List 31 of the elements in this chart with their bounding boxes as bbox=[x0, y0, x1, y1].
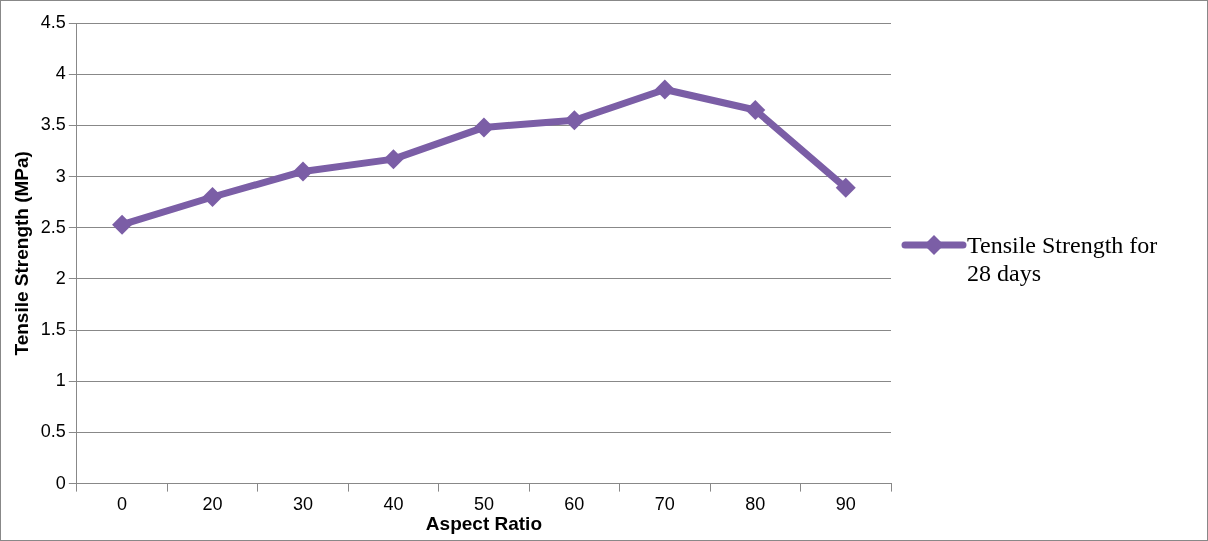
point bbox=[292, 161, 313, 182]
y-tick-label: 0.5 bbox=[40, 421, 66, 442]
point bbox=[835, 177, 856, 198]
x-axis-title: Aspect Ratio bbox=[425, 512, 542, 534]
x-tick-label: 80 bbox=[745, 494, 766, 515]
x-tick-label: 40 bbox=[383, 494, 404, 515]
point bbox=[745, 100, 766, 120]
x-tick-label: 20 bbox=[202, 494, 223, 515]
x-tick-label: 50 bbox=[473, 494, 494, 515]
y-tick-label: 1.5 bbox=[40, 319, 66, 340]
point bbox=[473, 117, 494, 138]
y-tick-label: 4 bbox=[55, 63, 66, 84]
point bbox=[383, 149, 404, 170]
y-tick-label: 1 bbox=[55, 370, 66, 391]
y-tick-label: 2 bbox=[55, 267, 66, 288]
y-tick-label: 2.5 bbox=[40, 216, 66, 237]
x-tick-label: 90 bbox=[835, 494, 856, 515]
point bbox=[112, 214, 133, 235]
y-tick-label: 0 bbox=[55, 472, 66, 493]
legend-label: Tensile Strength for 28 days bbox=[967, 231, 1159, 287]
y-tick-label: 3.5 bbox=[40, 114, 66, 135]
x-tick-label: 0 bbox=[117, 494, 128, 515]
x-tick-label: 30 bbox=[292, 494, 313, 515]
y-tick-label: 4.5 bbox=[40, 11, 66, 32]
point bbox=[654, 79, 675, 100]
point bbox=[202, 187, 223, 207]
x-tick-label: 70 bbox=[654, 494, 675, 515]
point bbox=[564, 110, 585, 131]
x-tick-label: 60 bbox=[564, 494, 585, 515]
y-axis-title: Tensile Strength (MPa) bbox=[10, 151, 32, 356]
y-tick-label: 3 bbox=[55, 165, 66, 186]
